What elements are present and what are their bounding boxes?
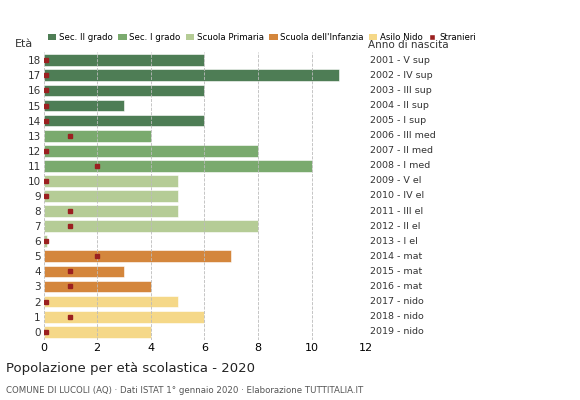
Text: 2017 - nido: 2017 - nido xyxy=(370,297,424,306)
Bar xyxy=(44,190,177,202)
Bar xyxy=(44,220,258,232)
Bar xyxy=(44,175,177,187)
Bar xyxy=(44,130,151,142)
Text: 2019 - nido: 2019 - nido xyxy=(370,327,424,336)
Text: 2012 - II el: 2012 - II el xyxy=(370,222,420,231)
Text: 2014 - mat: 2014 - mat xyxy=(370,252,422,261)
Text: COMUNE DI LUCOLI (AQ) · Dati ISTAT 1° gennaio 2020 · Elaborazione TUTTITALIA.IT: COMUNE DI LUCOLI (AQ) · Dati ISTAT 1° ge… xyxy=(6,386,363,395)
Text: 2015 - mat: 2015 - mat xyxy=(370,267,422,276)
Bar xyxy=(44,145,258,157)
Text: 2006 - III med: 2006 - III med xyxy=(370,131,436,140)
Bar xyxy=(44,235,47,247)
Text: 2007 - II med: 2007 - II med xyxy=(370,146,433,155)
Text: 2013 - I el: 2013 - I el xyxy=(370,237,418,246)
Bar xyxy=(44,311,204,322)
Text: 2001 - V sup: 2001 - V sup xyxy=(370,56,430,65)
Text: Anno di nascita: Anno di nascita xyxy=(368,40,449,50)
Bar xyxy=(44,296,177,308)
Bar xyxy=(44,250,231,262)
Bar xyxy=(44,100,124,112)
Bar xyxy=(44,280,151,292)
Text: 2010 - IV el: 2010 - IV el xyxy=(370,192,424,200)
Text: Popolazione per età scolastica - 2020: Popolazione per età scolastica - 2020 xyxy=(6,362,255,375)
Text: 2008 - I med: 2008 - I med xyxy=(370,161,430,170)
Text: 2003 - III sup: 2003 - III sup xyxy=(370,86,432,95)
Text: 2016 - mat: 2016 - mat xyxy=(370,282,422,291)
Text: 2011 - III el: 2011 - III el xyxy=(370,206,423,216)
Bar xyxy=(44,70,339,81)
Legend: Sec. II grado, Sec. I grado, Scuola Primaria, Scuola dell'Infanzia, Asilo Nido, : Sec. II grado, Sec. I grado, Scuola Prim… xyxy=(48,33,476,42)
Text: 2018 - nido: 2018 - nido xyxy=(370,312,424,321)
Bar xyxy=(44,115,204,126)
Bar xyxy=(44,326,151,338)
Text: Età: Età xyxy=(14,39,33,49)
Text: 2009 - V el: 2009 - V el xyxy=(370,176,422,186)
Bar xyxy=(44,266,124,277)
Bar xyxy=(44,84,204,96)
Bar xyxy=(44,205,177,217)
Text: 2004 - II sup: 2004 - II sup xyxy=(370,101,429,110)
Text: 2005 - I sup: 2005 - I sup xyxy=(370,116,426,125)
Text: 2002 - IV sup: 2002 - IV sup xyxy=(370,71,433,80)
Bar xyxy=(44,160,311,172)
Bar xyxy=(44,54,204,66)
